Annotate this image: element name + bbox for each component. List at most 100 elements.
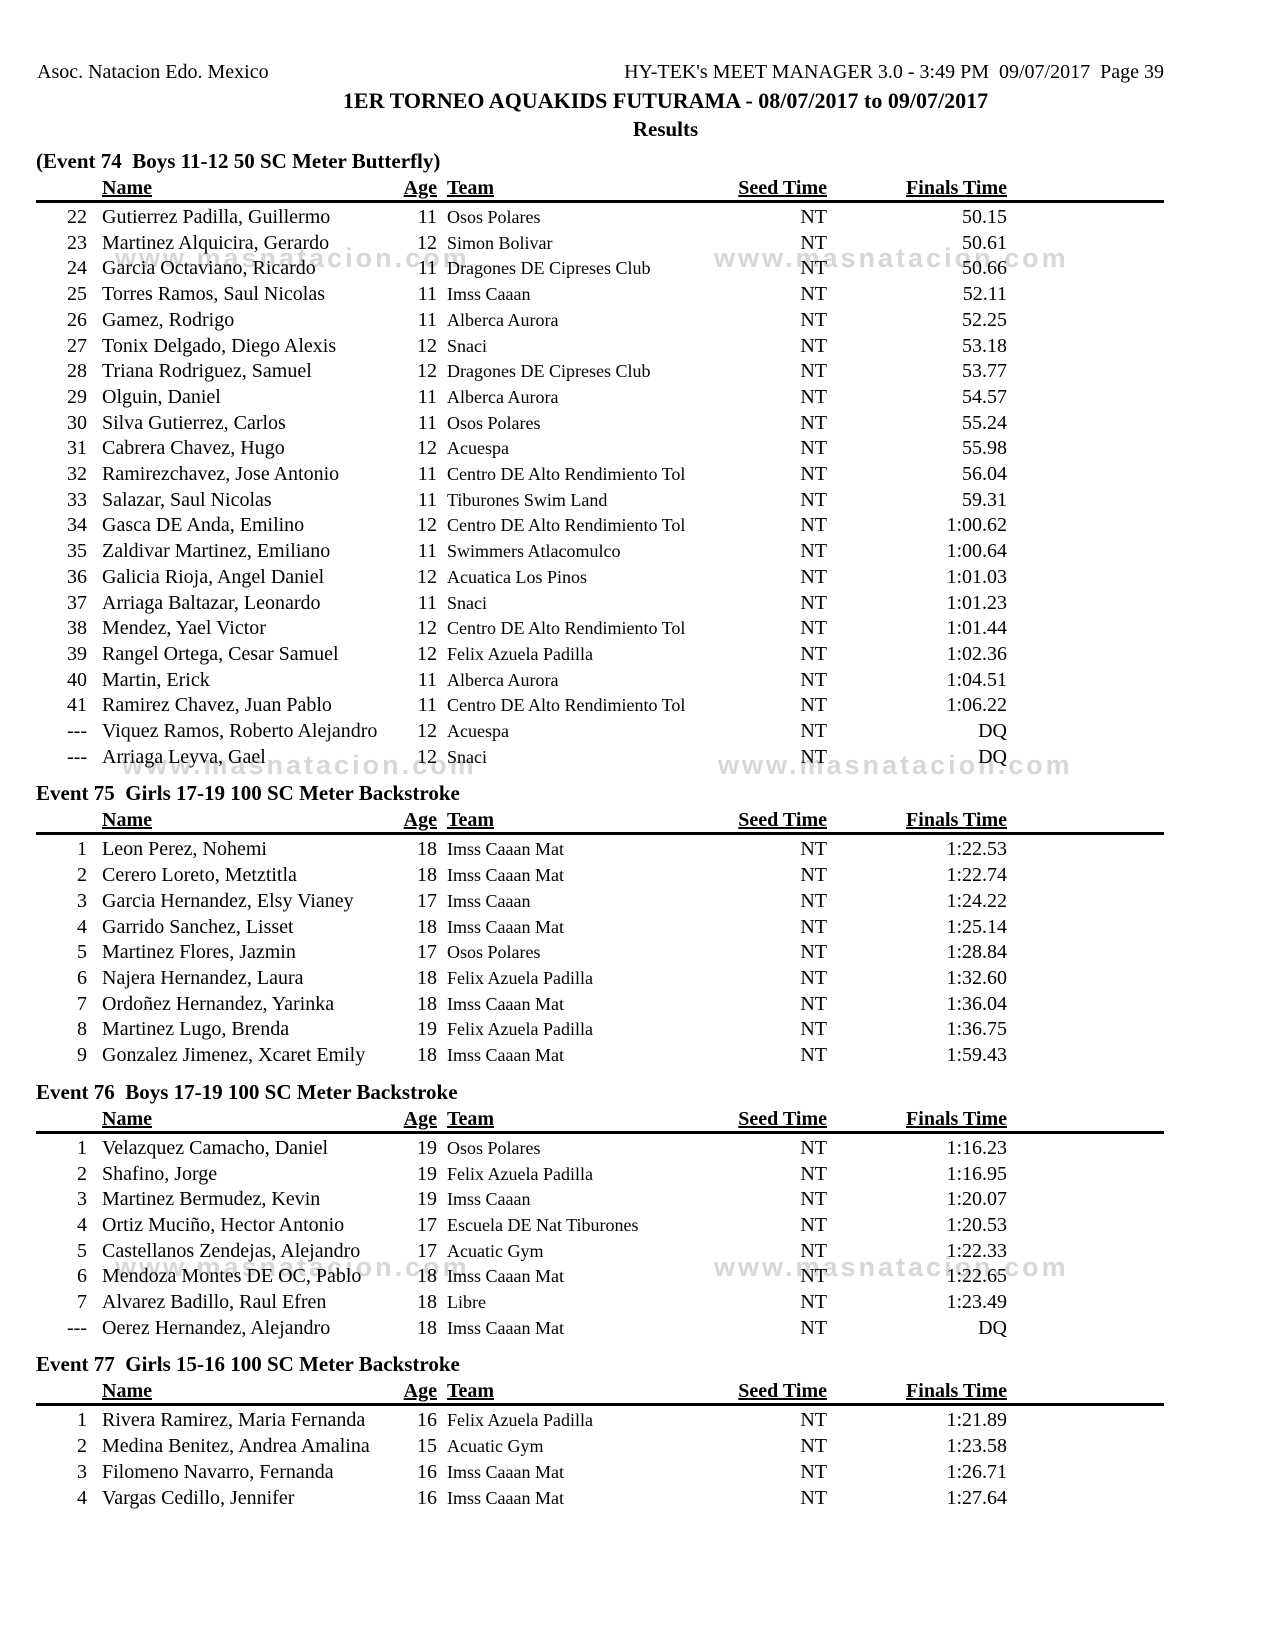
row-fill [1007, 837, 1164, 863]
watermark: www.masnatacion.com [718, 750, 1073, 780]
column-header-team: Team [447, 809, 495, 832]
seed-time-cell: NT [800, 1136, 827, 1159]
finals-time-cell: 1:20.07 [946, 1188, 1007, 1211]
seed-time-cell: NT [800, 642, 827, 665]
swimmer-name-cell: Viquez Ramos, Roberto Alejandro [102, 720, 378, 743]
age-cell: 19 [417, 1188, 437, 1211]
row-fill [1007, 591, 1164, 617]
column-header-fill [1007, 1380, 1164, 1402]
column-header-spacer [36, 1380, 88, 1402]
results-heading: Results [632, 117, 699, 141]
swimmer-name-cell: Triana Rodriguez, Samuel [102, 360, 312, 383]
finals-time-cell: 56.04 [962, 463, 1007, 486]
watermark: www.masnatacion.com [115, 1252, 470, 1282]
seed-time-cell: NT [800, 668, 827, 691]
finals-time-cell: DQ [978, 720, 1007, 743]
team-cell: Centro DE Alto Rendimiento Tol [447, 464, 686, 485]
place-cell: 1 [77, 1409, 87, 1432]
place-cell: 37 [67, 591, 87, 614]
swimmer-name-cell: Garcia Hernandez, Elsy Vianey [102, 889, 354, 912]
result-row: 24 Garcia Octaviano, Ricardo 11 Dragones… [36, 256, 1164, 282]
age-cell: 16 [417, 1460, 437, 1483]
age-cell: 18 [417, 915, 437, 938]
finals-time-cell: 1:25.14 [946, 915, 1007, 938]
event-section: Event 76 Boys 17-19 100 SC Meter Backstr… [36, 1080, 1164, 1342]
seed-time-cell: NT [800, 206, 827, 228]
swimmer-name-cell: Alvarez Badillo, Raul Efren [102, 1291, 327, 1314]
column-header-finals-time: Finals Time [906, 809, 1007, 832]
swimmer-name-cell: Castellanos Zendejas, Alejandro [102, 1239, 361, 1262]
swimmer-name-cell: Galicia Rioja, Angel Daniel [102, 565, 325, 588]
finals-time-cell: 53.18 [962, 334, 1007, 357]
column-header-row: Name Age Team Seed Time Finals Time [36, 809, 1164, 836]
report-header: Asoc. Natacion Edo. Mexico HY-TEK's MEET… [0, 0, 1275, 84]
swimmer-name-cell: Gamez, Rodrigo [102, 308, 235, 331]
team-cell: Alberca Aurora [447, 309, 559, 330]
age-cell: 12 [417, 617, 437, 640]
finals-time-cell: 50.61 [962, 231, 1007, 254]
age-cell: 18 [417, 1044, 437, 1067]
result-row: 7 Alvarez Badillo, Raul Efren 18 Libre N… [36, 1290, 1164, 1316]
team-cell: Dragones DE Cipreses Club [447, 361, 651, 382]
results-body: 22 Gutierrez Padilla, Guillermo 11 Osos … [36, 203, 1164, 770]
age-cell: 17 [417, 941, 437, 964]
team-cell: Dragones DE Cipreses Club [447, 258, 651, 279]
swimmer-name-cell: Ortiz Muciño, Hector Antonio [102, 1213, 345, 1236]
swimmer-name-cell: Gonzalez Jimenez, Xcaret Emily [102, 1044, 366, 1067]
result-row: 29 Olguin, Daniel 11 Alberca Aurora NT 5… [36, 385, 1164, 411]
place-cell: 25 [67, 283, 87, 306]
results-body: 1 Leon Perez, Nohemi 18 Imss Caaan Mat N… [36, 835, 1164, 1068]
seed-time-cell: NT [800, 437, 827, 460]
seed-time-cell: NT [800, 257, 827, 280]
column-header-seed-time: Seed Time [738, 1380, 827, 1403]
place-cell: 36 [67, 565, 87, 588]
age-cell: 11 [417, 283, 437, 306]
age-cell: 11 [417, 308, 437, 331]
event-section: Event 77 Girls 15-16 100 SC Meter Backst… [36, 1352, 1164, 1511]
place-cell: 3 [77, 1188, 87, 1211]
team-cell: Osos Polares [447, 207, 541, 227]
result-row: 8 Martinez Lugo, Brenda 19 Felix Azuela … [36, 1017, 1164, 1043]
team-cell: Imss Caaan Mat [447, 865, 564, 886]
age-cell: 12 [417, 514, 437, 537]
swimmer-name-cell: Rivera Ramirez, Maria Fernanda [102, 1409, 366, 1432]
column-header-fill [1007, 809, 1164, 831]
row-fill [1007, 642, 1164, 668]
place-cell: 32 [67, 463, 87, 486]
seed-time-cell: NT [800, 334, 827, 357]
row-fill [1007, 205, 1164, 231]
watermark: www.masnatacion.com [714, 243, 1069, 273]
swimmer-name-cell: Silva Gutierrez, Carlos [102, 411, 286, 434]
swimmer-name-cell: Garrido Sanchez, Lisset [102, 915, 294, 938]
swimmer-name-cell: Oerez Hernandez, Alejandro [102, 1316, 331, 1339]
finals-time-cell: 1:22.74 [946, 864, 1007, 887]
team-cell: Centro DE Alto Rendimiento Tol [447, 695, 686, 716]
result-row: 35 Zaldivar Martinez, Emiliano 11 Swimme… [36, 539, 1164, 565]
column-header-name: Name [102, 809, 152, 832]
swimmer-name-cell: Torres Ramos, Saul Nicolas [102, 283, 326, 306]
team-cell: Escuela DE Nat Tiburones [447, 1214, 639, 1235]
team-cell: Osos Polares [447, 942, 541, 963]
column-header-finals-time: Finals Time [906, 177, 1007, 199]
finals-time-cell: 1:16.23 [946, 1136, 1007, 1159]
seed-time-cell: NT [800, 864, 827, 887]
result-row: 3 Martinez Bermudez, Kevin 19 Imss Caaan… [36, 1187, 1164, 1213]
age-cell: 12 [417, 360, 437, 383]
result-row: 9 Gonzalez Jimenez, Xcaret Emily 18 Imss… [36, 1043, 1164, 1069]
place-cell: 3 [77, 1460, 87, 1483]
row-fill [1007, 745, 1164, 771]
row-fill [1007, 513, 1164, 539]
column-header-row: Name Age Team Seed Time Finals Time [36, 1380, 1164, 1407]
swimmer-name-cell: Mendez, Yael Victor [102, 617, 266, 640]
place-cell: 6 [77, 966, 87, 989]
place-cell: 5 [77, 941, 87, 964]
finals-time-cell: 53.77 [962, 360, 1007, 383]
seed-time-cell: NT [800, 966, 827, 989]
row-fill [1007, 1290, 1164, 1316]
row-fill [1007, 915, 1164, 941]
seed-time-cell: NT [800, 1409, 827, 1432]
finals-time-cell: 1:22.65 [946, 1265, 1007, 1288]
row-fill [1007, 616, 1164, 642]
event-title: (Event 74 Boys 11-12 50 SC Meter Butterf… [36, 149, 441, 173]
finals-time-cell: 1:04.51 [946, 668, 1007, 691]
